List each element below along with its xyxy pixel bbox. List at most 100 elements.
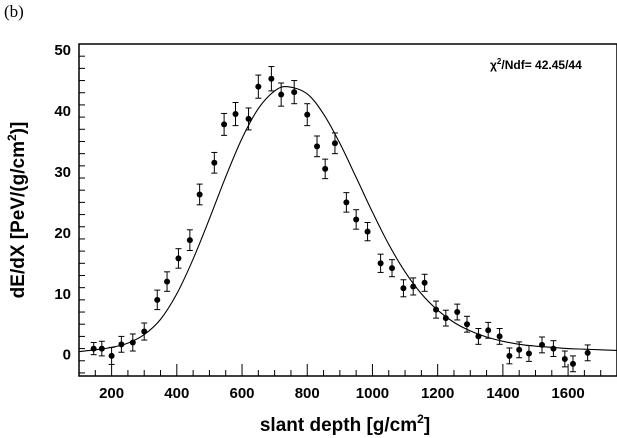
point-marker	[108, 352, 115, 359]
y-axis-title-tail: )]	[8, 122, 29, 135]
data-point	[464, 315, 471, 333]
chi2-superscript: 2	[497, 57, 502, 66]
x-tick-label: 600	[230, 385, 255, 402]
point-marker	[278, 91, 285, 98]
point-marker	[221, 121, 228, 128]
x-tick-label: 1400	[486, 385, 519, 402]
data-point	[314, 135, 321, 158]
chi2-value: /Ndf= 42.45/44	[501, 58, 582, 72]
data-point	[485, 321, 492, 339]
point-marker	[496, 333, 503, 340]
x-tick-label: 800	[295, 385, 320, 402]
data-point	[232, 101, 239, 127]
x-tick-label: 1200	[421, 385, 454, 402]
data-point	[496, 327, 503, 345]
x-tick-label: 200	[99, 385, 124, 402]
data-point	[516, 341, 523, 359]
point-marker	[291, 89, 298, 96]
point-marker	[186, 237, 193, 244]
data-point	[175, 248, 182, 269]
point-marker	[196, 191, 203, 198]
data-point	[421, 273, 428, 292]
point-marker	[255, 83, 262, 90]
data-point	[108, 346, 115, 365]
data-point	[154, 289, 161, 311]
y-axis-title-sup: 2	[5, 134, 19, 141]
plot-frame	[78, 43, 617, 377]
data-point	[245, 107, 252, 131]
point-marker	[377, 260, 384, 267]
point-marker	[475, 333, 482, 340]
x-tick-label: 1000	[356, 385, 389, 402]
point-marker	[584, 349, 591, 356]
data-point	[353, 209, 360, 230]
y-tick-label: 50	[54, 42, 71, 59]
point-marker	[343, 199, 350, 206]
point-marker	[164, 278, 171, 285]
data-point	[322, 158, 329, 180]
point-marker	[539, 341, 546, 348]
point-marker	[364, 228, 371, 235]
point-marker	[245, 115, 252, 122]
y-tick-label: 40	[54, 103, 71, 120]
data-point	[129, 333, 136, 352]
point-marker	[331, 140, 338, 147]
data-point	[569, 355, 576, 373]
data-point	[377, 253, 384, 273]
data-points	[90, 66, 591, 373]
data-point	[410, 277, 417, 296]
point-marker	[389, 265, 396, 272]
point-marker	[353, 216, 360, 223]
x-tick-label: 400	[164, 385, 189, 402]
y-tick-label: 0	[63, 347, 71, 364]
point-marker	[506, 352, 513, 359]
point-marker	[561, 355, 568, 362]
x-axis-title-sup: 2	[417, 412, 424, 426]
data-point	[291, 80, 298, 105]
data-point	[364, 221, 371, 242]
data-point	[211, 151, 218, 174]
y-axis-title: dE/dX [PeV/(g/cm2)]	[5, 122, 29, 299]
data-point	[331, 132, 338, 155]
point-marker	[141, 328, 148, 335]
point-marker	[90, 345, 97, 352]
data-point	[506, 347, 513, 365]
y-axis-title-text: dE/dX [PeV/(g/cm	[8, 141, 29, 298]
point-marker	[98, 345, 105, 352]
data-point	[442, 309, 449, 327]
point-marker	[314, 143, 321, 150]
data-point	[475, 327, 482, 345]
data-point	[525, 345, 532, 362]
data-point	[400, 279, 407, 298]
data-point	[433, 300, 440, 319]
fit-curve	[78, 85, 617, 353]
x-axis-title-text: slant depth [g/cm	[260, 415, 417, 436]
data-point	[389, 259, 396, 278]
x-axis-title-tail: ]	[424, 415, 430, 436]
y-tick-label: 30	[54, 164, 71, 181]
point-marker	[516, 346, 523, 353]
chi2-annotation: χ2/Ndf= 42.45/44	[490, 57, 582, 72]
point-marker	[129, 339, 136, 346]
y-tick-label: 10	[54, 286, 71, 303]
data-point	[141, 322, 148, 341]
data-point	[90, 341, 97, 356]
chi2-symbol: χ	[490, 58, 497, 72]
panel-label: (b)	[4, 2, 24, 21]
data-point	[98, 340, 105, 357]
point-marker	[442, 315, 449, 322]
point-marker	[421, 279, 428, 286]
point-marker	[232, 111, 239, 118]
point-marker	[154, 296, 161, 303]
data-point	[268, 66, 275, 92]
point-marker	[464, 321, 471, 328]
data-point	[221, 112, 228, 136]
point-marker	[433, 306, 440, 313]
point-marker	[304, 111, 311, 118]
x-axis-ticks: 200 400 600 800 1000 1200 1400 1600	[78, 364, 617, 402]
point-marker	[454, 309, 461, 316]
data-point	[561, 350, 568, 368]
point-marker	[410, 283, 417, 290]
point-marker	[268, 75, 275, 82]
data-point	[454, 303, 461, 321]
